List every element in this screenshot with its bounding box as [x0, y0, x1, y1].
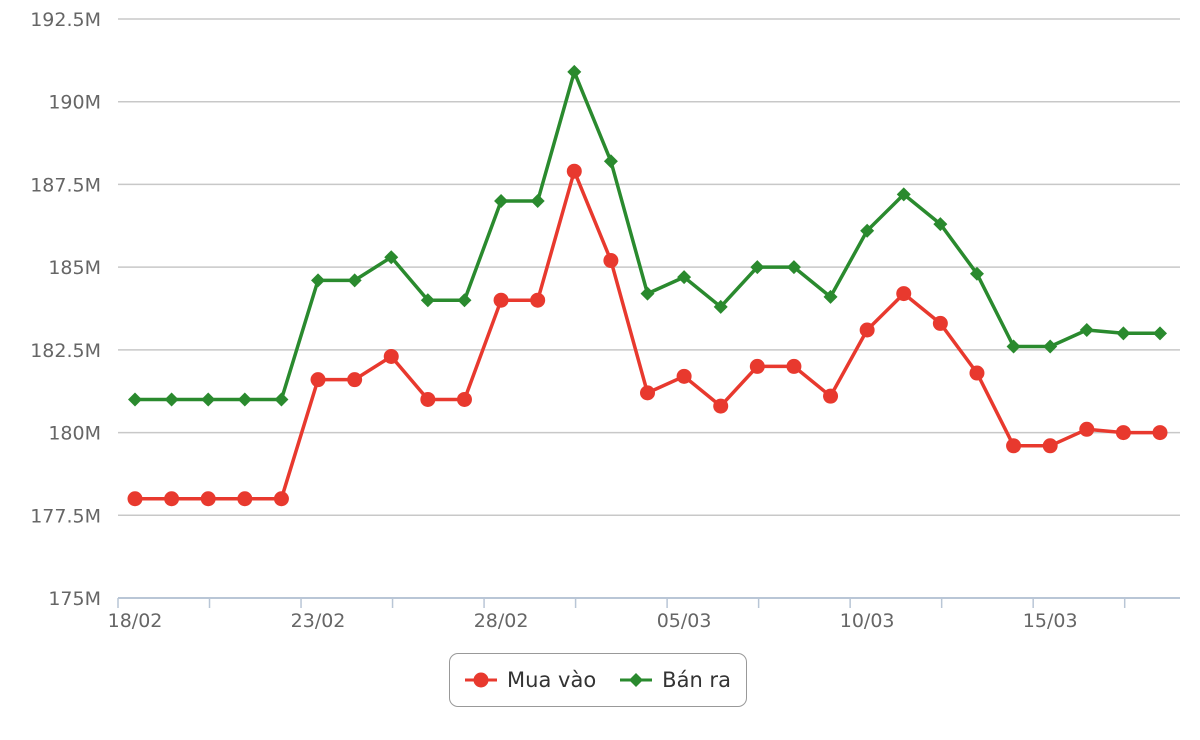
x-tick-label: 10/03	[840, 610, 895, 632]
point-mua-vao[interactable]	[164, 491, 180, 507]
legend: Mua vào Bán ra	[449, 653, 747, 707]
point-mua-vao[interactable]	[749, 358, 765, 374]
point-mua-vao[interactable]	[896, 286, 912, 302]
point-mua-vao[interactable]	[676, 368, 692, 384]
y-axis-labels: 175M 177.5M 180M 182.5M 185M 187.5M 190M 192.5M	[30, 9, 101, 610]
point-ban-ra[interactable]	[860, 223, 875, 238]
point-ban-ra[interactable]	[713, 299, 728, 314]
point-mua-vao[interactable]	[310, 372, 326, 388]
point-mua-vao[interactable]	[273, 491, 289, 507]
point-ban-ra[interactable]	[896, 187, 911, 202]
point-ban-ra[interactable]	[237, 392, 252, 407]
point-mua-vao[interactable]	[640, 385, 655, 401]
point-ban-ra[interactable]	[677, 270, 692, 285]
legend-label-ban-ra: Bán ra	[662, 668, 731, 692]
point-ban-ra[interactable]	[274, 392, 289, 407]
point-ban-ra[interactable]	[494, 193, 509, 208]
point-ban-ra[interactable]	[786, 260, 801, 275]
point-mua-vao[interactable]	[713, 398, 729, 414]
point-mua-vao[interactable]	[456, 391, 472, 407]
y-tick-label: 192.5M	[30, 9, 101, 31]
point-mua-vao[interactable]	[1152, 425, 1168, 441]
point-mua-vao[interactable]	[127, 491, 143, 507]
legend-symbol-mua-vao	[465, 672, 498, 688]
point-mua-vao[interactable]	[1006, 438, 1022, 454]
x-axis-labels: 18/02 23/02 28/02 05/03 10/03 15/03	[108, 610, 1078, 632]
grid-lines	[118, 18, 1180, 517]
point-mua-vao[interactable]	[786, 358, 802, 374]
point-ban-ra[interactable]	[933, 217, 948, 232]
point-ban-ra[interactable]	[420, 293, 435, 308]
point-mua-vao[interactable]	[1079, 421, 1095, 437]
point-mua-vao[interactable]	[603, 253, 619, 269]
point-mua-vao[interactable]	[823, 388, 839, 404]
point-mua-vao[interactable]	[347, 372, 363, 388]
point-ban-ra[interactable]	[1006, 339, 1021, 354]
point-mua-vao[interactable]	[420, 391, 436, 407]
point-ban-ra[interactable]	[1116, 326, 1131, 341]
series-layer	[127, 64, 1168, 507]
x-tick-label: 18/02	[108, 610, 163, 632]
y-tick-label: 175M	[48, 588, 101, 610]
point-ban-ra[interactable]	[567, 64, 582, 79]
point-ban-ra[interactable]	[384, 250, 399, 265]
x-axis	[117, 597, 1180, 608]
point-ban-ra[interactable]	[603, 154, 618, 169]
point-mua-vao[interactable]	[493, 292, 509, 308]
legend-item-mua-vao[interactable]: Mua vào	[465, 668, 596, 692]
y-tick-label: 190M	[48, 92, 101, 114]
point-ban-ra[interactable]	[1079, 323, 1094, 338]
point-mua-vao[interactable]	[1042, 438, 1058, 454]
point-ban-ra[interactable]	[347, 273, 362, 288]
y-tick-label: 180M	[48, 423, 101, 445]
point-ban-ra[interactable]	[823, 289, 838, 304]
point-ban-ra[interactable]	[201, 392, 216, 407]
point-mua-vao[interactable]	[237, 491, 253, 507]
point-ban-ra[interactable]	[1153, 326, 1167, 341]
point-ban-ra[interactable]	[530, 193, 545, 208]
point-ban-ra[interactable]	[164, 392, 179, 407]
point-mua-vao[interactable]	[566, 163, 582, 179]
x-tick-label: 23/02	[291, 610, 346, 632]
legend-item-ban-ra[interactable]: Bán ra	[620, 668, 731, 692]
point-ban-ra[interactable]	[750, 260, 765, 275]
y-tick-label: 177.5M	[30, 505, 101, 527]
point-mua-vao[interactable]	[1115, 425, 1131, 441]
point-ban-ra[interactable]	[457, 293, 472, 308]
point-mua-vao[interactable]	[932, 315, 948, 331]
x-tick-label: 15/03	[1023, 610, 1078, 632]
point-ban-ra[interactable]	[311, 273, 326, 288]
legend-symbol-ban-ra	[620, 673, 653, 687]
point-mua-vao[interactable]	[383, 348, 399, 364]
y-tick-label: 182.5M	[30, 340, 101, 362]
x-tick-label: 05/03	[657, 610, 712, 632]
legend-label-mua-vao: Mua vào	[507, 668, 597, 692]
point-ban-ra[interactable]	[969, 266, 984, 281]
point-mua-vao[interactable]	[969, 365, 985, 381]
line-chart: 175M 177.5M 180M 182.5M 185M 187.5M 190M 192.5M…	[30, 9, 1180, 632]
point-ban-ra[interactable]	[640, 286, 655, 301]
point-mua-vao[interactable]	[530, 292, 546, 308]
point-ban-ra[interactable]	[1043, 339, 1058, 354]
x-tick-label: 28/02	[474, 610, 529, 632]
point-ban-ra[interactable]	[128, 392, 142, 407]
point-mua-vao[interactable]	[859, 322, 875, 338]
y-tick-label: 185M	[48, 257, 101, 279]
y-tick-label: 187.5M	[30, 174, 101, 196]
point-mua-vao[interactable]	[200, 491, 216, 507]
